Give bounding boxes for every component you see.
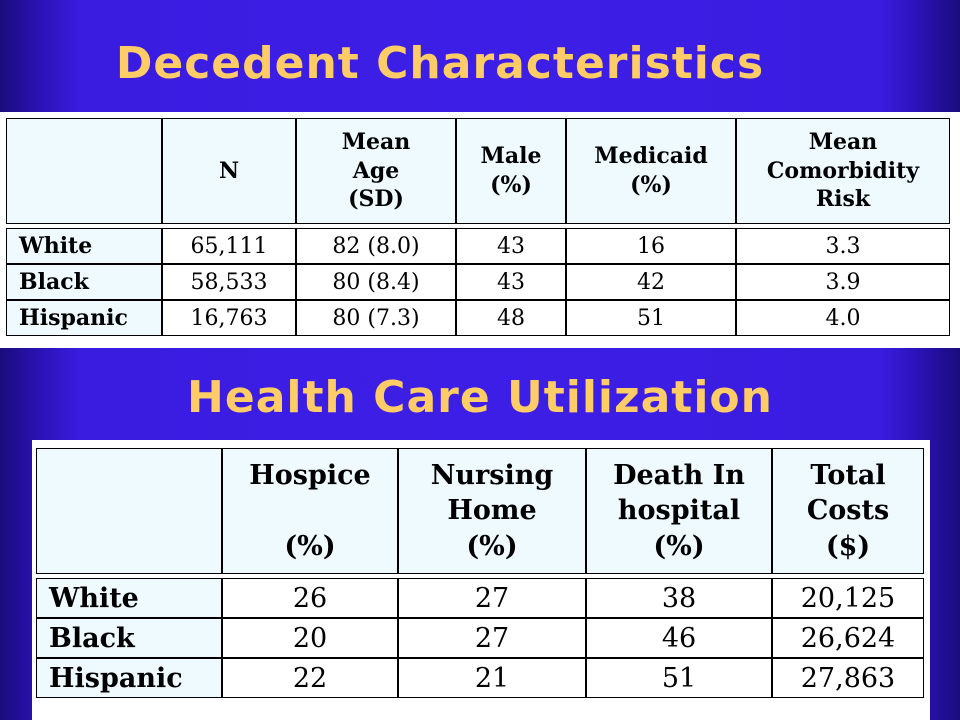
header-cell-death-in-hospital: Death In hospital (%) — [586, 448, 772, 574]
table-cell: 51 — [586, 658, 772, 698]
table-cell: 3.3 — [736, 228, 950, 264]
table-cell: 51 — [566, 300, 736, 336]
header-cell-blank — [36, 448, 222, 574]
table-cell: 43 — [456, 228, 566, 264]
table-cell: 27,863 — [772, 658, 924, 698]
header-cell-blank — [6, 118, 162, 224]
row-label-hispanic: Hispanic — [36, 658, 222, 698]
table-header-row: N Mean Age (SD) Male (%) Medicaid (%) Mean Co… — [6, 118, 950, 224]
header-cell-hospice: Hospice (%) — [222, 448, 398, 574]
health-care-utilization-table: Hospice (%) Nursing Home (%) Death In hospit… — [36, 448, 924, 698]
table-cell: 48 — [456, 300, 566, 336]
table-cell: 82 (8.0) — [296, 228, 456, 264]
table-row: White 65,111 82 (8.0) 43 16 3.3 — [6, 228, 950, 264]
table-cell: 26,624 — [772, 618, 924, 658]
header-cell-mean-age: Mean Age (SD) — [296, 118, 456, 224]
table-cell: 27 — [398, 618, 586, 658]
header-cell-n: N — [162, 118, 296, 224]
header-cell-medicaid: Medicaid (%) — [566, 118, 736, 224]
table-row: Hispanic 16,763 80 (7.3) 48 51 4.0 — [6, 300, 950, 336]
title-health-care-utilization: Health Care Utilization — [187, 372, 773, 423]
table-cell: 21 — [398, 658, 586, 698]
table-cell: 80 (7.3) — [296, 300, 456, 336]
table-cell: 16,763 — [162, 300, 296, 336]
table-row: Hispanic 22 21 51 27,863 — [36, 658, 924, 698]
decedent-characteristics-table: N Mean Age (SD) Male (%) Medicaid (%) Mean Co… — [6, 118, 950, 336]
table-cell: 16 — [566, 228, 736, 264]
table-header-row: Hospice (%) Nursing Home (%) Death In hospit… — [36, 448, 924, 574]
header-cell-total-costs: Total Costs ($) — [772, 448, 924, 574]
row-label-black: Black — [36, 618, 222, 658]
table-cell: 26 — [222, 578, 398, 618]
table-cell: 22 — [222, 658, 398, 698]
table-cell: 65,111 — [162, 228, 296, 264]
table-cell: 43 — [456, 264, 566, 300]
header-cell-male: Male (%) — [456, 118, 566, 224]
table-row: Black 58,533 80 (8.4) 43 42 3.9 — [6, 264, 950, 300]
row-label-black: Black — [6, 264, 162, 300]
table-cell: 20 — [222, 618, 398, 658]
table-cell: 46 — [586, 618, 772, 658]
title-decedent-characteristics: Decedent Characteristics — [115, 38, 765, 89]
table-row: White 26 27 38 20,125 — [36, 578, 924, 618]
row-label-white: White — [36, 578, 222, 618]
table-cell: 38 — [586, 578, 772, 618]
table-cell: 3.9 — [736, 264, 950, 300]
row-label-white: White — [6, 228, 162, 264]
table-cell: 58,533 — [162, 264, 296, 300]
table-cell: 80 (8.4) — [296, 264, 456, 300]
header-cell-comorbidity: Mean Comorbidity Risk — [736, 118, 950, 224]
table-cell: 4.0 — [736, 300, 950, 336]
row-label-hispanic: Hispanic — [6, 300, 162, 336]
table-cell: 27 — [398, 578, 586, 618]
header-cell-nursing-home: Nursing Home (%) — [398, 448, 586, 574]
table-cell: 20,125 — [772, 578, 924, 618]
table-cell: 42 — [566, 264, 736, 300]
table-row: Black 20 27 46 26,624 — [36, 618, 924, 658]
